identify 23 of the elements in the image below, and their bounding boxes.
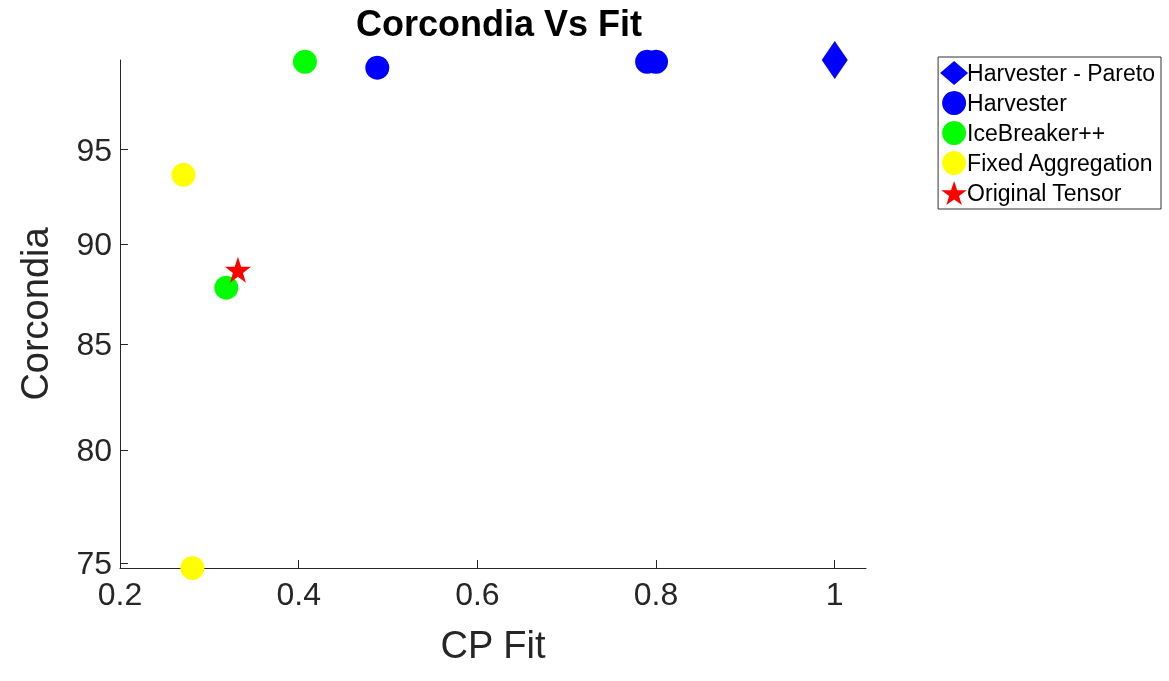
point (821, 41, 848, 79)
y-axis-title: Corcondia (14, 226, 56, 401)
point (171, 162, 196, 187)
point (180, 556, 205, 580)
legend-label: Harvester - Pareto (967, 60, 1156, 86)
point (292, 49, 317, 74)
point (224, 256, 251, 283)
x-tick-label: 0.6 (455, 576, 500, 612)
point (365, 55, 390, 80)
y-tick-label: 90 (76, 226, 112, 263)
point (214, 275, 239, 300)
x-axis-title: CP Fit (440, 624, 546, 666)
x-tick-label: 1 (825, 576, 844, 612)
x-tick-label: 0.4 (276, 576, 321, 612)
y-tick-label: 80 (76, 432, 112, 469)
y-tick-label: 95 (76, 131, 112, 168)
legend-label: IceBreaker++ (967, 120, 1106, 146)
chart-title: Corcondia Vs Fit (355, 2, 643, 44)
y-tick-label: 85 (76, 326, 112, 363)
legend-label: Original Tensor (967, 180, 1122, 206)
x-tick-label: 0.8 (633, 576, 679, 612)
legend-label: Fixed Aggregation (967, 150, 1153, 176)
legend-label: Harvester (967, 90, 1068, 116)
